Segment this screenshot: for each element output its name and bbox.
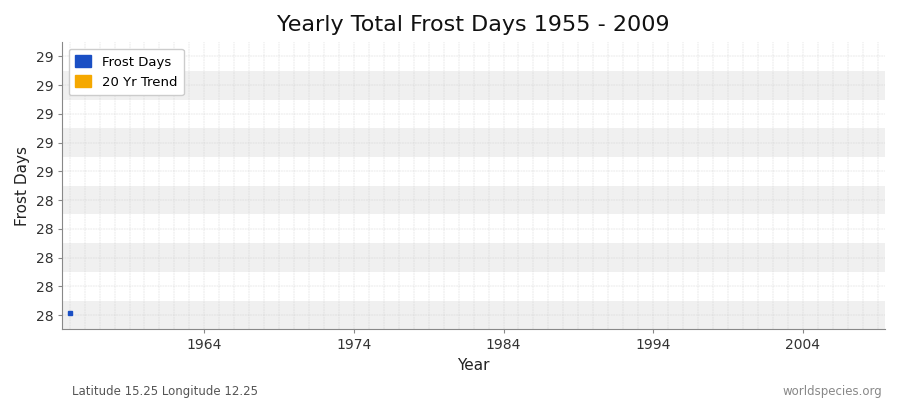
Bar [62, 272, 885, 301]
Bar [62, 71, 885, 100]
Legend: Frost Days, 20 Yr Trend: Frost Days, 20 Yr Trend [68, 49, 184, 95]
Bar [62, 157, 885, 186]
X-axis label: Year: Year [457, 358, 490, 373]
Bar [62, 128, 885, 157]
Bar [62, 42, 885, 71]
Text: Latitude 15.25 Longitude 12.25: Latitude 15.25 Longitude 12.25 [72, 385, 258, 398]
Bar [62, 100, 885, 128]
Title: Yearly Total Frost Days 1955 - 2009: Yearly Total Frost Days 1955 - 2009 [277, 15, 670, 35]
Bar [62, 214, 885, 243]
Text: worldspecies.org: worldspecies.org [782, 385, 882, 398]
Bar [62, 243, 885, 272]
Y-axis label: Frost Days: Frost Days [15, 146, 30, 226]
Bar [62, 186, 885, 214]
Bar [62, 301, 885, 330]
